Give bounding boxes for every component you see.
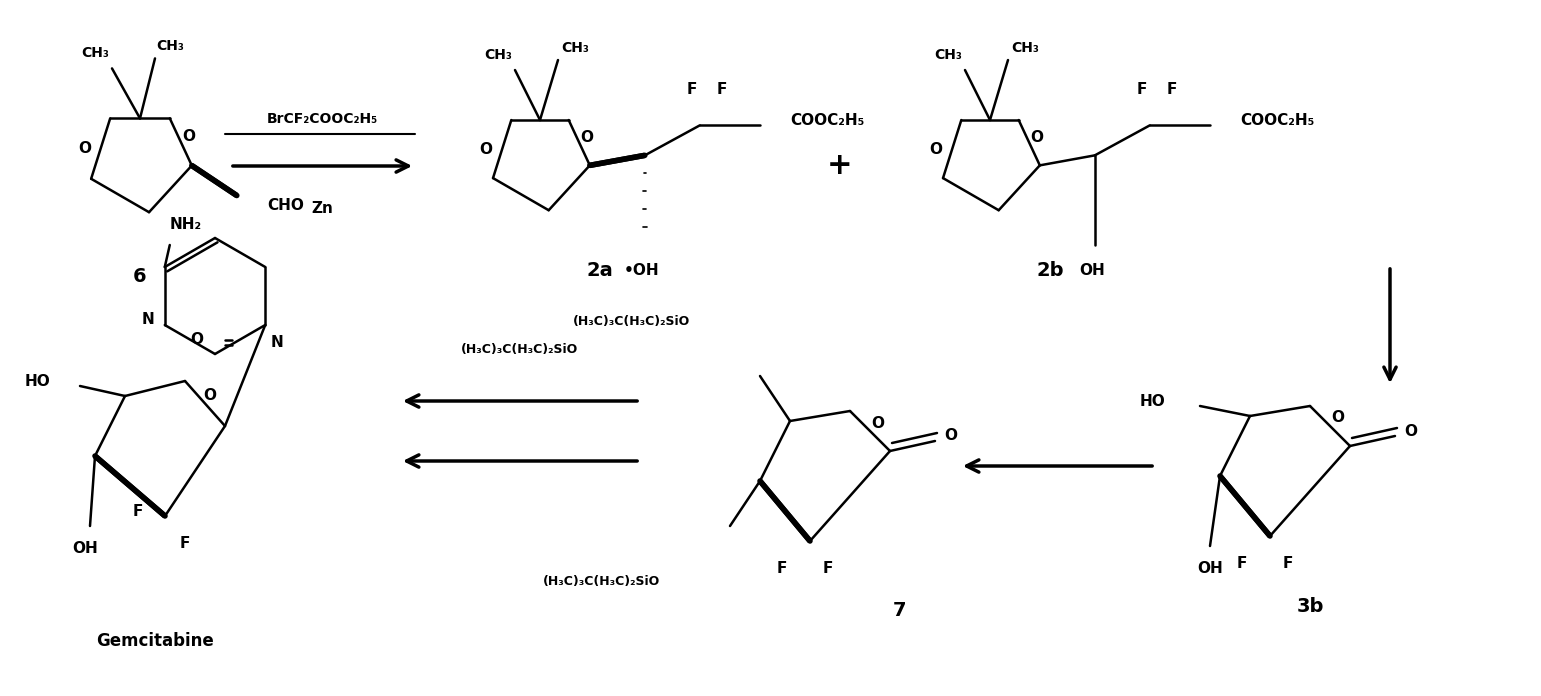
Text: (H₃C)₃C(H₃C)₂SiO: (H₃C)₃C(H₃C)₂SiO [573, 315, 690, 328]
Text: F: F [777, 561, 787, 576]
Text: COOC₂H₅: COOC₂H₅ [1241, 113, 1314, 128]
Text: 3b: 3b [1296, 596, 1324, 615]
Text: CH₃: CH₃ [156, 40, 183, 54]
Text: F: F [1137, 82, 1147, 97]
Text: O: O [479, 141, 493, 157]
Text: (H₃C)₃C(H₃C)₂SiO: (H₃C)₃C(H₃C)₂SiO [542, 574, 660, 587]
Text: F: F [823, 561, 834, 576]
Text: O: O [191, 332, 203, 347]
Text: 2a: 2a [587, 262, 613, 280]
Text: O: O [1404, 423, 1418, 438]
Text: F: F [180, 536, 190, 551]
Text: COOC₂H₅: COOC₂H₅ [791, 113, 865, 128]
Text: O: O [203, 388, 216, 403]
Text: OH: OH [1197, 561, 1224, 576]
Text: N: N [142, 313, 154, 328]
Text: Zn: Zn [311, 201, 333, 216]
Text: •OH: •OH [624, 263, 660, 278]
Text: F: F [1282, 556, 1293, 571]
Text: (H₃C)₃C(H₃C)₂SiO: (H₃C)₃C(H₃C)₂SiO [461, 343, 578, 356]
Text: O: O [581, 130, 593, 145]
Text: CH₃: CH₃ [561, 41, 589, 55]
Text: CH₃: CH₃ [82, 47, 109, 61]
Text: F: F [687, 82, 697, 97]
Text: CHO: CHO [267, 198, 304, 213]
Text: HO: HO [1139, 393, 1165, 409]
Text: O: O [929, 141, 943, 157]
Text: N: N [271, 335, 284, 350]
Text: F: F [717, 82, 727, 97]
Text: O: O [1331, 411, 1344, 425]
Text: F: F [1167, 82, 1177, 97]
Text: 7: 7 [894, 601, 906, 621]
Text: HO: HO [25, 374, 49, 388]
Text: CH₃: CH₃ [484, 48, 512, 62]
Text: OH: OH [72, 541, 99, 556]
Text: +: + [828, 152, 852, 180]
Text: O: O [1031, 130, 1043, 145]
Text: F: F [133, 503, 143, 519]
Text: O: O [945, 429, 957, 443]
Text: NH₂: NH₂ [170, 217, 202, 232]
Text: 6: 6 [133, 267, 146, 285]
Text: O: O [79, 141, 91, 156]
Text: CH₃: CH₃ [934, 48, 962, 62]
Text: OH: OH [1079, 263, 1105, 278]
Text: O: O [872, 416, 885, 431]
Text: CH₃: CH₃ [1011, 41, 1039, 55]
Text: BrCF₂COOC₂H₅: BrCF₂COOC₂H₅ [267, 112, 378, 126]
Text: 2b: 2b [1036, 262, 1063, 280]
Text: O: O [182, 129, 196, 145]
Text: Gemcitabine: Gemcitabine [96, 632, 214, 650]
Text: F: F [1237, 556, 1247, 571]
